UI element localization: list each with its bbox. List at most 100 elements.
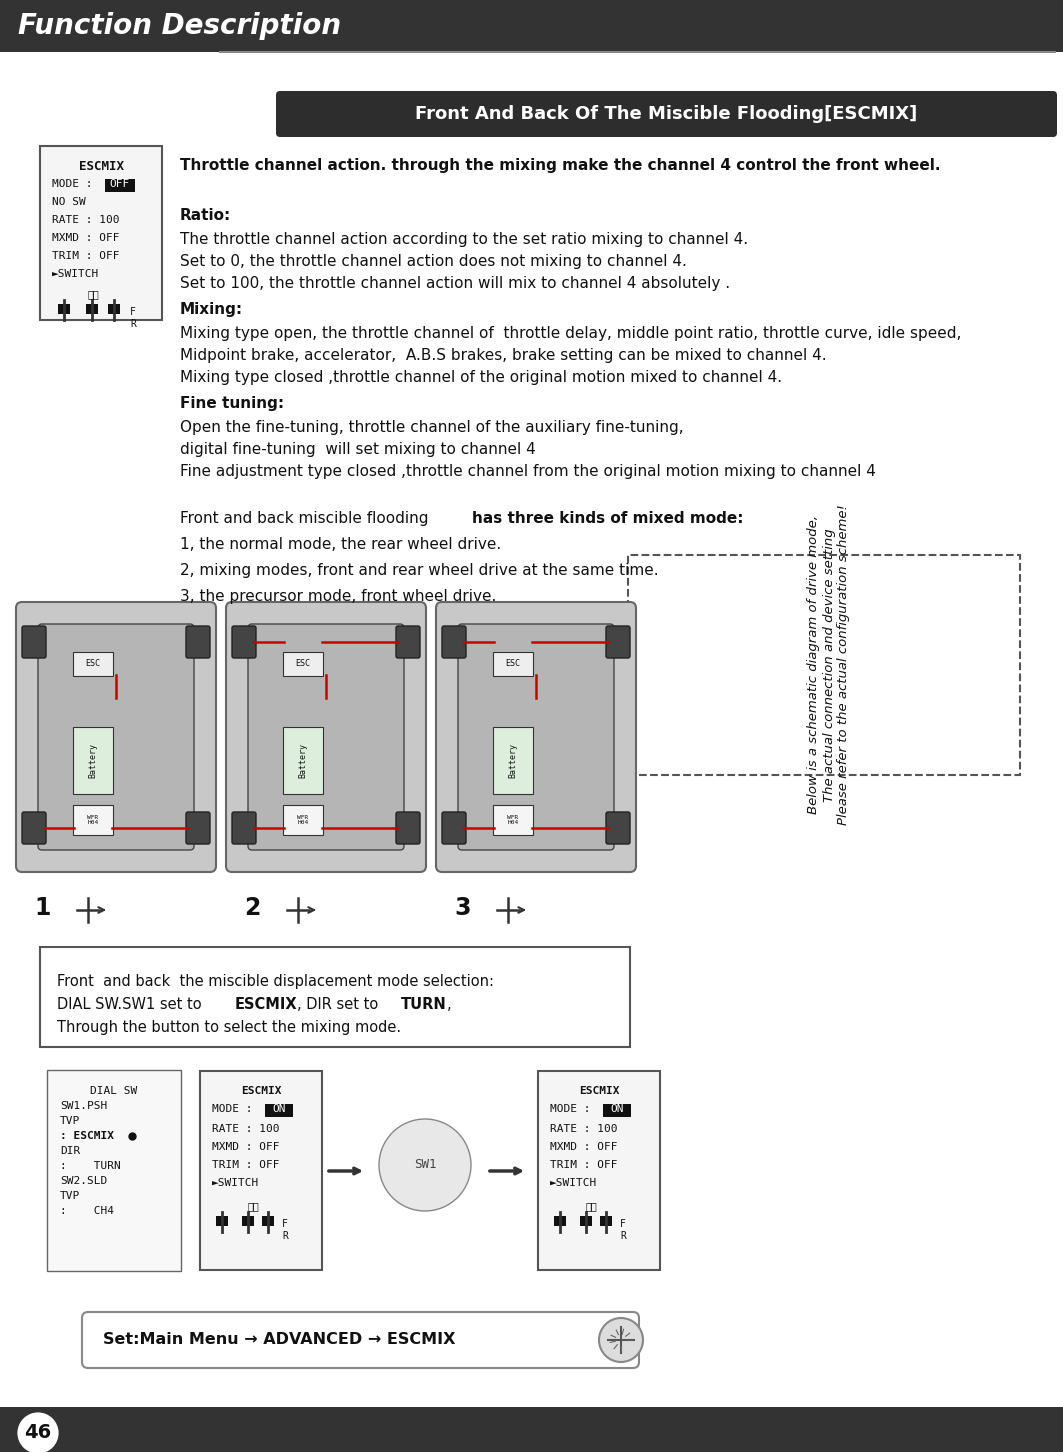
Text: : ESCMIX: : ESCMIX — [60, 1131, 114, 1141]
FancyBboxPatch shape — [232, 812, 256, 844]
Text: Set to 100, the throttle channel action will mix to channel 4 absolutely .: Set to 100, the throttle channel action … — [180, 276, 730, 290]
Text: ►SWITCH: ►SWITCH — [550, 1178, 597, 1188]
Text: Mixing:: Mixing: — [180, 302, 243, 317]
Text: RATE : 100: RATE : 100 — [212, 1124, 280, 1134]
FancyBboxPatch shape — [436, 603, 636, 873]
Text: Fine tuning:: Fine tuning: — [180, 396, 284, 411]
Text: RATE : 100: RATE : 100 — [550, 1124, 618, 1134]
Text: MXMD : OFF: MXMD : OFF — [52, 232, 119, 242]
FancyBboxPatch shape — [232, 626, 256, 658]
Text: Battery: Battery — [88, 743, 98, 778]
Text: ESC: ESC — [296, 659, 310, 668]
FancyBboxPatch shape — [73, 727, 113, 794]
FancyBboxPatch shape — [73, 804, 113, 835]
FancyBboxPatch shape — [22, 812, 46, 844]
FancyBboxPatch shape — [600, 1215, 612, 1225]
FancyBboxPatch shape — [216, 1215, 227, 1225]
Text: :    TURN: : TURN — [60, 1162, 121, 1170]
Text: Front and back miscible flooding: Front and back miscible flooding — [180, 511, 434, 526]
FancyBboxPatch shape — [283, 727, 323, 794]
FancyBboxPatch shape — [47, 1070, 181, 1270]
Text: 2: 2 — [244, 896, 260, 921]
Text: DIAL SW.SW1 set to: DIAL SW.SW1 set to — [57, 998, 210, 1012]
Text: F: F — [130, 306, 136, 317]
Text: R: R — [282, 1231, 288, 1241]
Text: ,: , — [448, 998, 452, 1012]
Text: MODE :: MODE : — [52, 179, 92, 189]
Text: 46: 46 — [24, 1423, 52, 1442]
Text: F: F — [620, 1220, 626, 1228]
Text: Mixing type closed ,throttle channel of the original motion mixed to channel 4.: Mixing type closed ,throttle channel of … — [180, 370, 782, 385]
FancyBboxPatch shape — [283, 652, 323, 677]
FancyBboxPatch shape — [606, 626, 630, 658]
Text: Midpoint brake, accelerator,  A.B.S brakes, brake setting can be mixed to channe: Midpoint brake, accelerator, A.B.S brake… — [180, 348, 827, 363]
Text: 3: 3 — [454, 896, 471, 921]
Text: MODE :: MODE : — [550, 1104, 591, 1114]
FancyBboxPatch shape — [108, 303, 120, 314]
FancyBboxPatch shape — [38, 624, 195, 849]
FancyBboxPatch shape — [248, 624, 404, 849]
Text: ESC: ESC — [506, 659, 521, 668]
Text: Throttle channel action. through the mixing make the channel 4 control the front: Throttle channel action. through the mix… — [180, 158, 941, 173]
Text: WFR
H04: WFR H04 — [298, 815, 308, 825]
Text: SW1: SW1 — [414, 1159, 436, 1172]
Text: ESCMIX: ESCMIX — [235, 998, 298, 1012]
Text: Front And Back Of The Miscible Flooding[ESCMIX]: Front And Back Of The Miscible Flooding[… — [416, 105, 917, 123]
Text: TRIM : OFF: TRIM : OFF — [550, 1160, 618, 1170]
Text: ʺʺ: ʺʺ — [247, 1201, 259, 1211]
Text: Set to 0, the throttle channel action does not mixing to channel 4.: Set to 0, the throttle channel action do… — [180, 254, 687, 269]
Text: Fine adjustment type closed ,throttle channel from the original motion mixing to: Fine adjustment type closed ,throttle ch… — [180, 465, 876, 479]
Text: RATE : 100: RATE : 100 — [52, 215, 119, 225]
Text: 3, the precursor mode, front wheel drive.: 3, the precursor mode, front wheel drive… — [180, 590, 496, 604]
Text: Below is a schematic diagram of drive mode,
The actual connection and device set: Below is a schematic diagram of drive mo… — [808, 504, 850, 825]
FancyBboxPatch shape — [261, 1215, 274, 1225]
FancyBboxPatch shape — [105, 179, 135, 192]
Text: ►SWITCH: ►SWITCH — [52, 269, 99, 279]
FancyBboxPatch shape — [242, 1215, 254, 1225]
Text: TRIM : OFF: TRIM : OFF — [52, 251, 119, 261]
Text: MXMD : OFF: MXMD : OFF — [550, 1143, 618, 1151]
FancyBboxPatch shape — [458, 624, 614, 849]
FancyBboxPatch shape — [40, 147, 162, 319]
FancyBboxPatch shape — [58, 303, 70, 314]
Circle shape — [598, 1318, 643, 1362]
Text: TVP: TVP — [60, 1117, 80, 1125]
FancyBboxPatch shape — [0, 0, 1063, 52]
Text: ESCMIX: ESCMIX — [578, 1086, 620, 1096]
FancyBboxPatch shape — [396, 626, 420, 658]
FancyBboxPatch shape — [606, 812, 630, 844]
Text: ON: ON — [272, 1104, 286, 1114]
Text: ON: ON — [610, 1104, 624, 1114]
Text: TRIM : OFF: TRIM : OFF — [212, 1160, 280, 1170]
FancyBboxPatch shape — [73, 652, 113, 677]
FancyBboxPatch shape — [186, 626, 210, 658]
Text: ESCMIX: ESCMIX — [240, 1086, 282, 1096]
Text: DIR: DIR — [60, 1146, 80, 1156]
Text: Through the button to select the mixing mode.: Through the button to select the mixing … — [57, 1019, 401, 1035]
FancyBboxPatch shape — [226, 603, 426, 873]
Text: Open the fine-tuning, throttle channel of the auxiliary fine-tuning,: Open the fine-tuning, throttle channel o… — [180, 420, 684, 436]
FancyBboxPatch shape — [186, 812, 210, 844]
FancyBboxPatch shape — [265, 1104, 293, 1117]
Text: DIAL SW: DIAL SW — [90, 1086, 137, 1096]
Circle shape — [379, 1119, 471, 1211]
Text: Ratio:: Ratio: — [180, 208, 232, 224]
FancyBboxPatch shape — [493, 652, 533, 677]
Text: ESCMIX: ESCMIX — [79, 160, 123, 173]
Text: Front  and back  the miscible displacement mode selection:: Front and back the miscible displacement… — [57, 974, 494, 989]
FancyBboxPatch shape — [493, 727, 533, 794]
FancyBboxPatch shape — [554, 1215, 566, 1225]
FancyBboxPatch shape — [200, 1072, 322, 1270]
Text: R: R — [620, 1231, 626, 1241]
Text: MODE :: MODE : — [212, 1104, 253, 1114]
Text: 1: 1 — [34, 896, 50, 921]
FancyBboxPatch shape — [580, 1215, 592, 1225]
FancyBboxPatch shape — [16, 603, 216, 873]
Circle shape — [16, 1411, 60, 1452]
Text: digital fine-tuning  will set mixing to channel 4: digital fine-tuning will set mixing to c… — [180, 441, 536, 457]
Text: 1, the normal mode, the rear wheel drive.: 1, the normal mode, the rear wheel drive… — [180, 537, 502, 552]
Text: ʺʺ: ʺʺ — [585, 1201, 597, 1211]
Text: Battery: Battery — [508, 743, 518, 778]
FancyBboxPatch shape — [283, 804, 323, 835]
Text: TURN: TURN — [401, 998, 446, 1012]
